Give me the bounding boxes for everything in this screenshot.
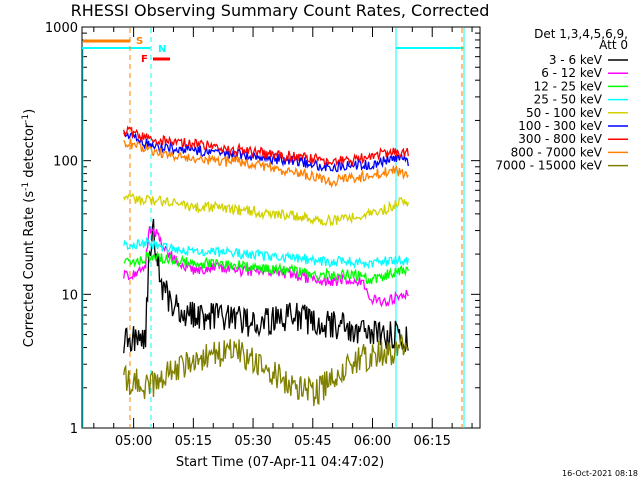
x-tick-label: 05:15 [175,434,212,449]
x-tick-label: 05:30 [234,434,271,449]
legend-label: 800 - 7000 keV [511,145,603,159]
legend-label: 100 - 300 keV [518,119,602,133]
y-tick-label: 10 [61,288,78,303]
series-line-7 [123,125,409,167]
x-tick-label: 06:00 [354,434,391,449]
y-tick-label: 1 [70,422,78,437]
series-line-4 [123,236,409,270]
y-axis-label-mid: detector [22,122,37,182]
series-line-5 [123,192,409,227]
data-series [123,125,409,407]
x-tick-label: 05:00 [115,434,152,449]
x-axis-ticks: 05:00 05:15 05:30 05:45 06:00 06:15 [93,27,473,449]
series-line-9 [123,334,409,407]
flag-s: S [136,36,143,47]
legend-label: 3 - 6 keV [549,53,603,67]
legend-label: 50 - 100 keV [526,106,603,120]
legend-header-line: Det 1,3,4,5,6,9, [534,27,628,41]
legend-label: 7000 - 15000 keV [495,159,602,173]
y-axis-label-main: Corrected Count Rate (s [22,191,37,348]
x-tick-label: 06:15 [413,434,450,449]
chart-title: RHESSI Observing Summary Count Rates, Co… [71,1,490,20]
series-line-8 [123,139,409,189]
legend-label: 300 - 800 keV [518,132,602,146]
y-tick-label: 1000 [45,21,78,36]
y-axis-label: Corrected Count Rate (s-1 detector-1) [21,109,37,347]
legend-header-line: Att 0 [599,38,628,52]
y-tick-label: 100 [53,155,78,170]
flag-f: F [141,54,148,65]
series-line-1 [123,218,409,354]
y-axis-label-sup2: -1 [21,114,31,123]
footer-timestamp: 16-Oct-2021 08:18 [562,469,638,478]
y-axis-ticks: 1 10 100 1000 [45,21,480,437]
legend-label: 25 - 50 keV [534,93,603,107]
y-axis-label-end: ) [22,109,37,114]
plot-frame [81,26,481,429]
flag-n: N [158,44,166,55]
y-axis-label-sup1: -1 [21,182,31,191]
legend-label: 6 - 12 keV [541,66,603,80]
time-interval-markers: S NF [82,28,465,428]
legend-label: 12 - 25 keV [534,79,603,93]
x-axis-label: Start Time (07-Apr-11 04:47:02) [176,455,384,470]
x-tick-label: 05:45 [294,434,331,449]
series-line-3 [123,250,409,285]
